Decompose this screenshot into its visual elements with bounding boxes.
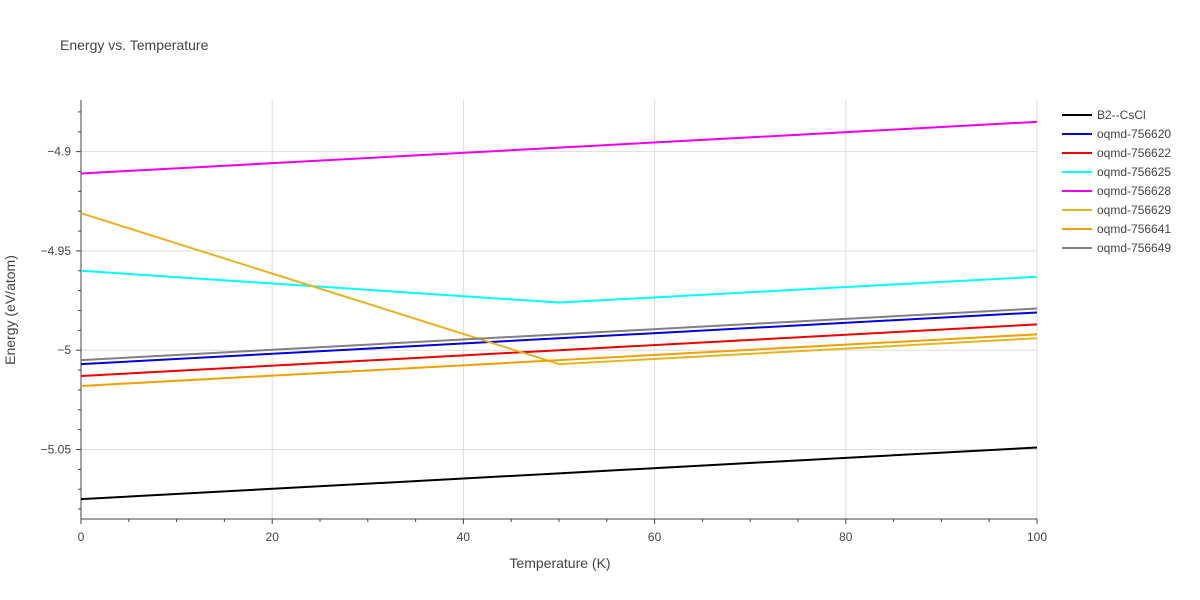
series-line-oqmd-756628 xyxy=(80,120,1038,175)
chart-title: Energy vs. Temperature xyxy=(60,37,209,53)
x-tick-label: 40 xyxy=(457,530,471,544)
series-line-oqmd-756641 xyxy=(80,333,1038,387)
x-tick-label: 80 xyxy=(839,530,853,544)
series-lines xyxy=(80,120,1038,501)
series-line-B2--CsCl xyxy=(80,446,1038,501)
x-tick-label: 100 xyxy=(1027,530,1047,544)
series-line-oqmd-756620 xyxy=(80,311,1038,366)
x-tick-label: 60 xyxy=(648,530,662,544)
legend-entry: oqmd-756629 xyxy=(1097,203,1171,217)
series-line-oqmd-756622 xyxy=(80,323,1038,378)
axes: 0 20 40 60 80 100 −5.05 −5 −4.95 −4.9 xyxy=(41,100,1047,544)
legend-entry: oqmd-756620 xyxy=(1097,127,1171,141)
series-line-oqmd-756629 xyxy=(80,212,1038,366)
y-tick-label: −4.95 xyxy=(41,244,72,258)
legend-entry: oqmd-756628 xyxy=(1097,184,1171,198)
legend-entry: oqmd-756641 xyxy=(1097,222,1171,236)
y-tick-label: −5.05 xyxy=(41,442,72,456)
y-tick-label: −4.9 xyxy=(47,145,71,159)
legend-entry: oqmd-756622 xyxy=(1097,146,1171,160)
legend-entry: oqmd-756649 xyxy=(1097,241,1171,255)
x-axis-label: Temperature (K) xyxy=(509,555,610,571)
legend-entry: oqmd-756625 xyxy=(1097,165,1171,179)
x-tick-label: 0 xyxy=(78,530,85,544)
legend-entry: B2--CsCl xyxy=(1097,108,1146,122)
x-tick-label: 20 xyxy=(266,530,280,544)
y-axis-label: Energy (eV/atom) xyxy=(2,255,18,365)
y-tick-label: −5 xyxy=(57,343,71,357)
legend: B2--CsCl oqmd-756620 oqmd-756622 oqmd-75662… xyxy=(1062,108,1171,255)
series-line-oqmd-756625 xyxy=(80,269,1038,304)
series-line-oqmd-756649 xyxy=(80,307,1038,362)
